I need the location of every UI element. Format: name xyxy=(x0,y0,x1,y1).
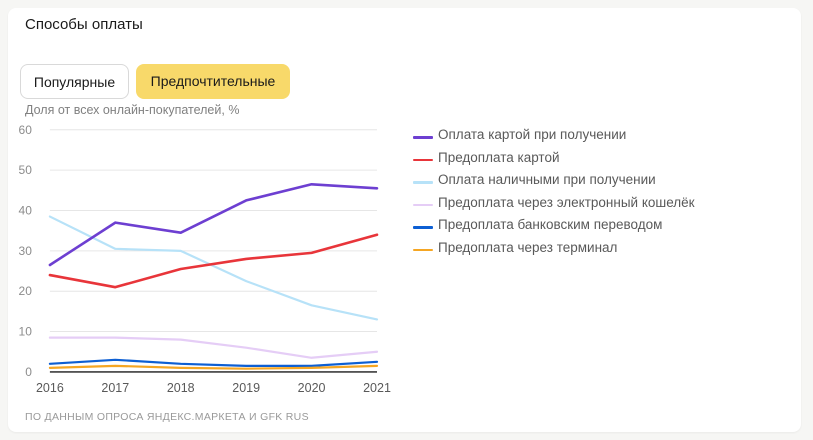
svg-text:10: 10 xyxy=(19,325,33,339)
svg-text:30: 30 xyxy=(19,244,33,258)
svg-text:2016: 2016 xyxy=(36,381,64,395)
svg-text:2018: 2018 xyxy=(167,381,195,395)
svg-text:60: 60 xyxy=(19,123,33,137)
svg-text:2019: 2019 xyxy=(232,381,260,395)
svg-text:2017: 2017 xyxy=(101,381,129,395)
svg-text:50: 50 xyxy=(19,163,33,177)
svg-text:20: 20 xyxy=(19,284,33,298)
svg-text:40: 40 xyxy=(19,204,33,218)
svg-text:0: 0 xyxy=(25,365,32,379)
svg-text:2021: 2021 xyxy=(363,381,391,395)
svg-text:2020: 2020 xyxy=(298,381,326,395)
